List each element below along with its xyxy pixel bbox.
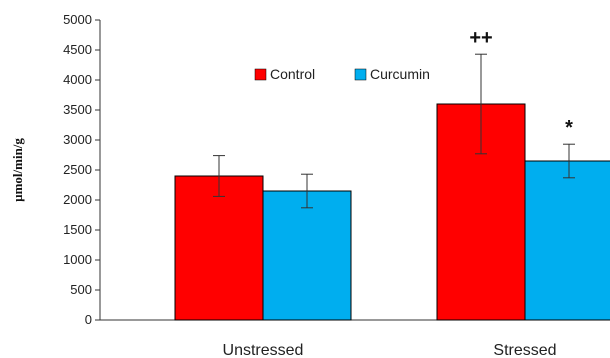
- bar-control-unstressed: [174, 175, 264, 321]
- significance-annotations: ++ *: [469, 27, 573, 139]
- bars: [174, 103, 610, 321]
- category-label: Stressed: [493, 342, 556, 358]
- significance-marker: *: [565, 117, 573, 139]
- legend-swatch: [254, 68, 267, 81]
- error-bars: [213, 53, 575, 209]
- y-tick-label: 500: [70, 282, 92, 297]
- legend: Control Curcumin: [254, 66, 430, 82]
- bar-curcumin-stressed: [524, 160, 610, 321]
- y-tick-label: 3000: [63, 132, 92, 147]
- y-tick-label: 1000: [63, 252, 92, 267]
- legend-label: Curcumin: [370, 66, 430, 82]
- y-tick-label: 4500: [63, 42, 92, 57]
- y-tick-label: 4000: [63, 72, 92, 87]
- y-axis-label: µmol/min/g: [10, 138, 25, 202]
- y-tick-label: 0: [85, 312, 92, 327]
- y-tick-label: 5000: [63, 12, 92, 27]
- y-tick-label: 2000: [63, 192, 92, 207]
- y-tick-label: 1500: [63, 222, 92, 237]
- legend-swatch: [354, 68, 367, 81]
- category-label: Unstressed: [223, 342, 304, 358]
- legend-label: Control: [270, 66, 315, 82]
- y-ticks: 0 500 1000 1500 2000 2500 3000 3500 4000 4500 5000: [63, 12, 100, 327]
- y-tick-label: 3500: [63, 102, 92, 117]
- category-labels: Unstressed Stressed: [223, 342, 557, 358]
- bar-curcumin-unstressed: [262, 190, 352, 321]
- significance-marker: ++: [469, 27, 492, 49]
- y-tick-label: 2500: [63, 162, 92, 177]
